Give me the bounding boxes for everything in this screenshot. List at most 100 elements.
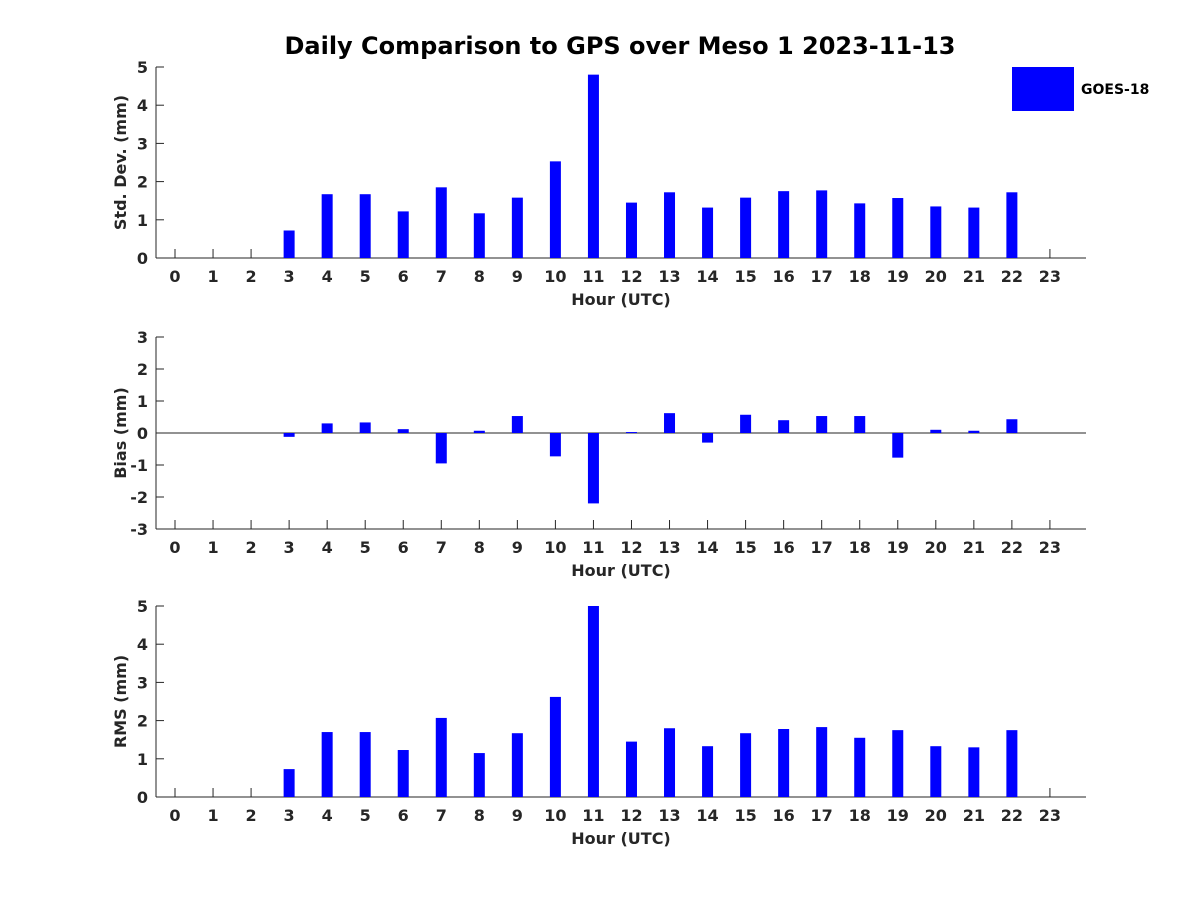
x-tick-label: 10: [544, 538, 566, 557]
x-tick-label: 5: [360, 267, 371, 286]
x-tick-label: 4: [322, 538, 333, 557]
bar-hour-20: [930, 206, 942, 258]
bar-hour-14: [702, 207, 714, 258]
x-tick-label: 21: [963, 806, 985, 825]
x-tick-label: 12: [620, 806, 642, 825]
x-tick-label: 18: [849, 806, 871, 825]
x-tick-label: 2: [246, 806, 257, 825]
x-tick-label: 11: [582, 267, 604, 286]
x-tick-label: 9: [512, 538, 523, 557]
bar-hour-3: [283, 769, 295, 797]
x-tick-label: 17: [811, 806, 833, 825]
x-tick-label: 19: [887, 806, 909, 825]
x-tick-label: 6: [398, 538, 409, 557]
x-tick-label: 5: [360, 538, 371, 557]
bar-hour-21: [968, 747, 980, 797]
x-tick-label: 7: [436, 806, 447, 825]
x-tick-label: 1: [207, 538, 218, 557]
x-tick-label: 9: [512, 806, 523, 825]
x-tick-label: 18: [849, 538, 871, 557]
bar-hour-17: [816, 416, 828, 433]
y-axis-label: Bias (mm): [111, 387, 130, 479]
y-tick-label: 5: [137, 597, 148, 616]
x-tick-label: 13: [658, 806, 680, 825]
x-tick-label: 2: [246, 538, 257, 557]
bar-hour-21: [968, 430, 980, 433]
bar-hour-5: [359, 422, 371, 433]
x-tick-label: 13: [658, 538, 680, 557]
x-tick-label: 3: [284, 806, 295, 825]
bar-hour-13: [664, 413, 676, 433]
legend: GOES-18: [1012, 67, 1149, 111]
x-tick-label: 15: [734, 538, 756, 557]
x-tick-label: 11: [582, 806, 604, 825]
bar-hour-17: [816, 727, 828, 797]
x-tick-label: 3: [284, 267, 295, 286]
bar-hour-12: [625, 202, 637, 258]
x-tick-label: 6: [398, 267, 409, 286]
x-tick-label: 5: [360, 806, 371, 825]
x-tick-label: 1: [207, 267, 218, 286]
legend-swatch: [1012, 67, 1074, 111]
y-tick-label: 2: [137, 712, 148, 731]
y-tick-label: 4: [137, 96, 148, 115]
x-tick-label: 21: [963, 267, 985, 286]
bar-hour-9: [511, 197, 523, 258]
bar-hour-15: [740, 414, 752, 433]
x-tick-label: 22: [1001, 806, 1023, 825]
x-tick-label: 7: [436, 267, 447, 286]
y-tick-label: 1: [137, 392, 148, 411]
bar-hour-4: [321, 732, 333, 797]
x-tick-label: 6: [398, 806, 409, 825]
x-tick-label: 11: [582, 538, 604, 557]
bar-hour-19: [892, 433, 904, 458]
bar-hour-13: [664, 728, 676, 797]
x-tick-label: 8: [474, 267, 485, 286]
x-tick-label: 14: [696, 538, 718, 557]
x-tick-label: 8: [474, 538, 485, 557]
x-axis-label: Hour (UTC): [571, 829, 671, 848]
bar-hour-11: [587, 74, 599, 258]
bar-hour-5: [359, 194, 371, 258]
bar-hour-15: [740, 733, 752, 797]
y-tick-label: 5: [137, 58, 148, 77]
x-tick-label: 20: [925, 806, 947, 825]
y-tick-label: 1: [137, 211, 148, 230]
x-tick-label: 12: [620, 538, 642, 557]
bar-hour-18: [854, 416, 866, 433]
bar-hour-21: [968, 207, 980, 258]
x-axis-label: Hour (UTC): [571, 561, 671, 580]
y-tick-label: 3: [137, 328, 148, 347]
x-tick-label: 14: [696, 267, 718, 286]
bar-hour-9: [511, 733, 523, 797]
x-tick-label: 19: [887, 267, 909, 286]
y-tick-label: -3: [130, 520, 148, 539]
bar-hour-10: [549, 696, 561, 797]
bar-hour-19: [892, 198, 904, 258]
bar-hour-6: [397, 750, 409, 797]
bar-hour-18: [854, 203, 866, 258]
y-tick-label: 4: [137, 635, 148, 654]
x-tick-label: 16: [773, 267, 795, 286]
bar-hour-17: [816, 190, 828, 258]
x-tick-label: 12: [620, 267, 642, 286]
bar-hour-22: [1006, 192, 1018, 258]
x-tick-label: 21: [963, 538, 985, 557]
bar-hour-7: [435, 717, 447, 797]
bar-hour-12: [625, 432, 637, 434]
y-tick-label: 2: [137, 360, 148, 379]
x-tick-label: 22: [1001, 267, 1023, 286]
bar-hour-11: [587, 433, 599, 504]
bar-hour-16: [778, 420, 790, 433]
y-tick-label: -2: [130, 488, 148, 507]
x-tick-label: 1: [207, 806, 218, 825]
y-tick-label: -1: [130, 456, 148, 475]
x-tick-label: 20: [925, 267, 947, 286]
x-tick-label: 15: [734, 806, 756, 825]
y-tick-label: 0: [137, 249, 148, 268]
x-tick-label: 20: [925, 538, 947, 557]
bar-hour-16: [778, 729, 790, 797]
